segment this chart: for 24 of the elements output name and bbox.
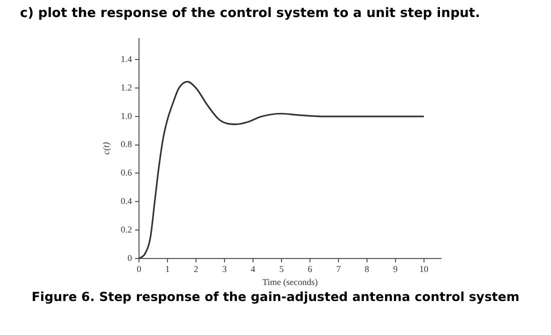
y-tick-label: 1.4: [120, 54, 133, 64]
y-tick-label: 0.4: [120, 196, 133, 206]
x-tick-label: 1: [165, 264, 170, 274]
line-series: [139, 80, 425, 258]
x-tick-label: 3: [222, 264, 228, 274]
y-tick-label: 1.0: [120, 110, 133, 121]
x-tick-label: 10: [419, 264, 429, 274]
y-tick-label: 0.8: [120, 139, 133, 150]
x-tick-label: 2: [194, 264, 198, 274]
y-axis-title: c(t): [100, 142, 111, 155]
y-tick-label: 0: [128, 252, 133, 263]
x-tick-label: 9: [393, 264, 398, 274]
y-tick-label: 0.6: [120, 168, 133, 178]
x-tick-label: 7: [336, 264, 342, 274]
caption: Figure 6. Step response of the gain-adjusted antenna control system: [30, 289, 520, 304]
y-tick-label: 0.2: [120, 224, 132, 234]
x-tick-label: 8: [364, 264, 370, 274]
x-tick-label: 0: [136, 264, 142, 274]
x-tick-label: 4: [250, 264, 256, 274]
x-tick-label: 6: [308, 264, 313, 274]
x-axis-title: Time (seconds): [262, 276, 318, 287]
y-tick-label: 1.2: [120, 82, 132, 92]
chart-title: c) plot the response of the control system to a unit step input.: [20, 6, 480, 21]
x-tick-label: 5: [279, 264, 284, 274]
